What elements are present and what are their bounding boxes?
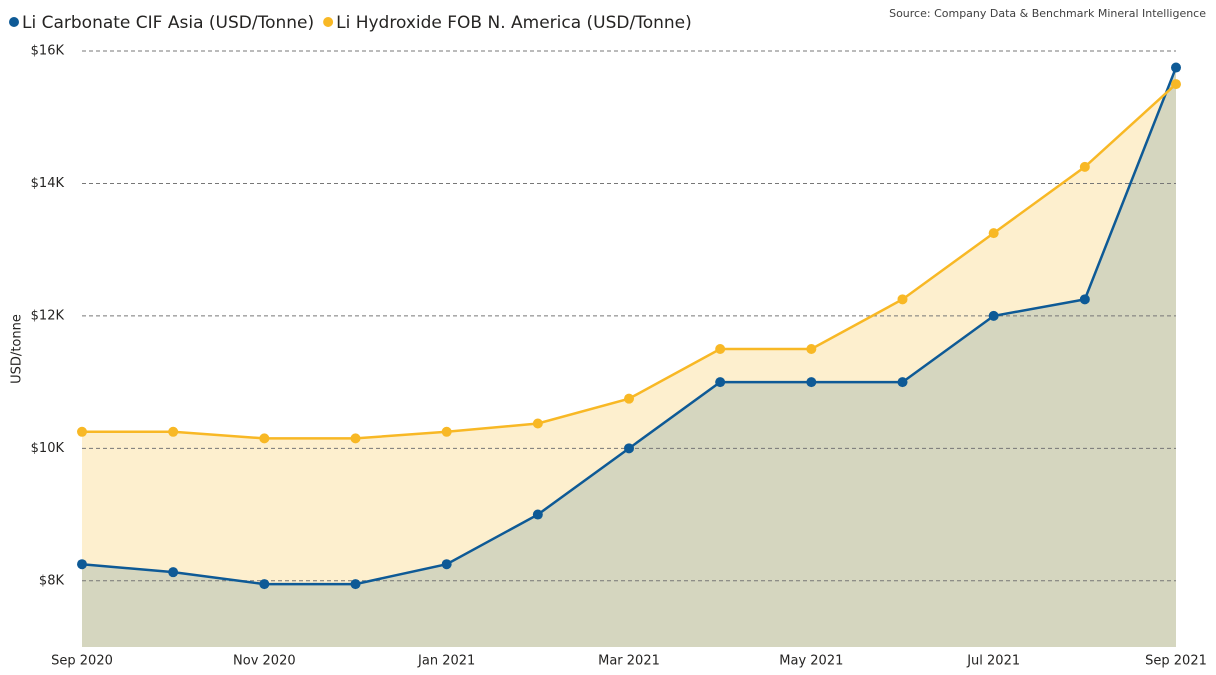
point: [441, 559, 452, 570]
point: [1079, 161, 1090, 172]
y-tick-label: $14K: [31, 176, 65, 191]
point: [350, 433, 361, 444]
point: [259, 579, 270, 590]
point: [168, 567, 179, 578]
legend-marker: [9, 17, 19, 27]
point: [259, 433, 270, 444]
legend-label: Li Carbonate CIF Asia (USD/Tonne): [22, 13, 314, 33]
point: [897, 377, 908, 388]
point: [715, 344, 726, 354]
y-axis-title: USD/tonne: [10, 314, 25, 384]
legend-label: Li Hydroxide FOB N. America (USD/Tonne): [336, 13, 692, 33]
point: [77, 426, 87, 437]
point: [897, 294, 908, 305]
point: [715, 377, 726, 388]
x-tick-label: Sep 2020: [51, 654, 113, 669]
point: [806, 377, 817, 388]
y-tick-label: $12K: [31, 308, 65, 323]
point: [624, 393, 634, 404]
point: [168, 426, 179, 437]
x-tick-label: Jul 2021: [966, 654, 1020, 669]
point: [988, 228, 999, 239]
point: [532, 509, 543, 520]
point: [988, 310, 999, 321]
area: [82, 67, 1176, 648]
point: [1079, 294, 1090, 305]
areas: [82, 67, 1176, 648]
point: [532, 418, 543, 429]
x-tick-label: May 2021: [779, 654, 843, 669]
legend-marker: [323, 17, 334, 27]
point: [806, 344, 817, 354]
point: [1171, 79, 1181, 90]
x-tick-label: Sep 2021: [1145, 654, 1207, 669]
y-tick-label: $8K: [39, 573, 65, 588]
point: [441, 426, 452, 437]
x-tick-label: Jan 2021: [417, 654, 475, 669]
source-note: Source: Company Data & Benchmark Mineral…: [889, 7, 1206, 20]
y-tick-label: $10K: [31, 441, 65, 456]
point: [350, 579, 361, 590]
x-tick-label: Nov 2020: [233, 654, 296, 669]
y-tick-label: $16K: [31, 44, 65, 59]
point: [77, 559, 87, 570]
x-tick-label: Mar 2021: [598, 654, 660, 669]
point: [624, 443, 634, 454]
point: [1171, 62, 1181, 73]
